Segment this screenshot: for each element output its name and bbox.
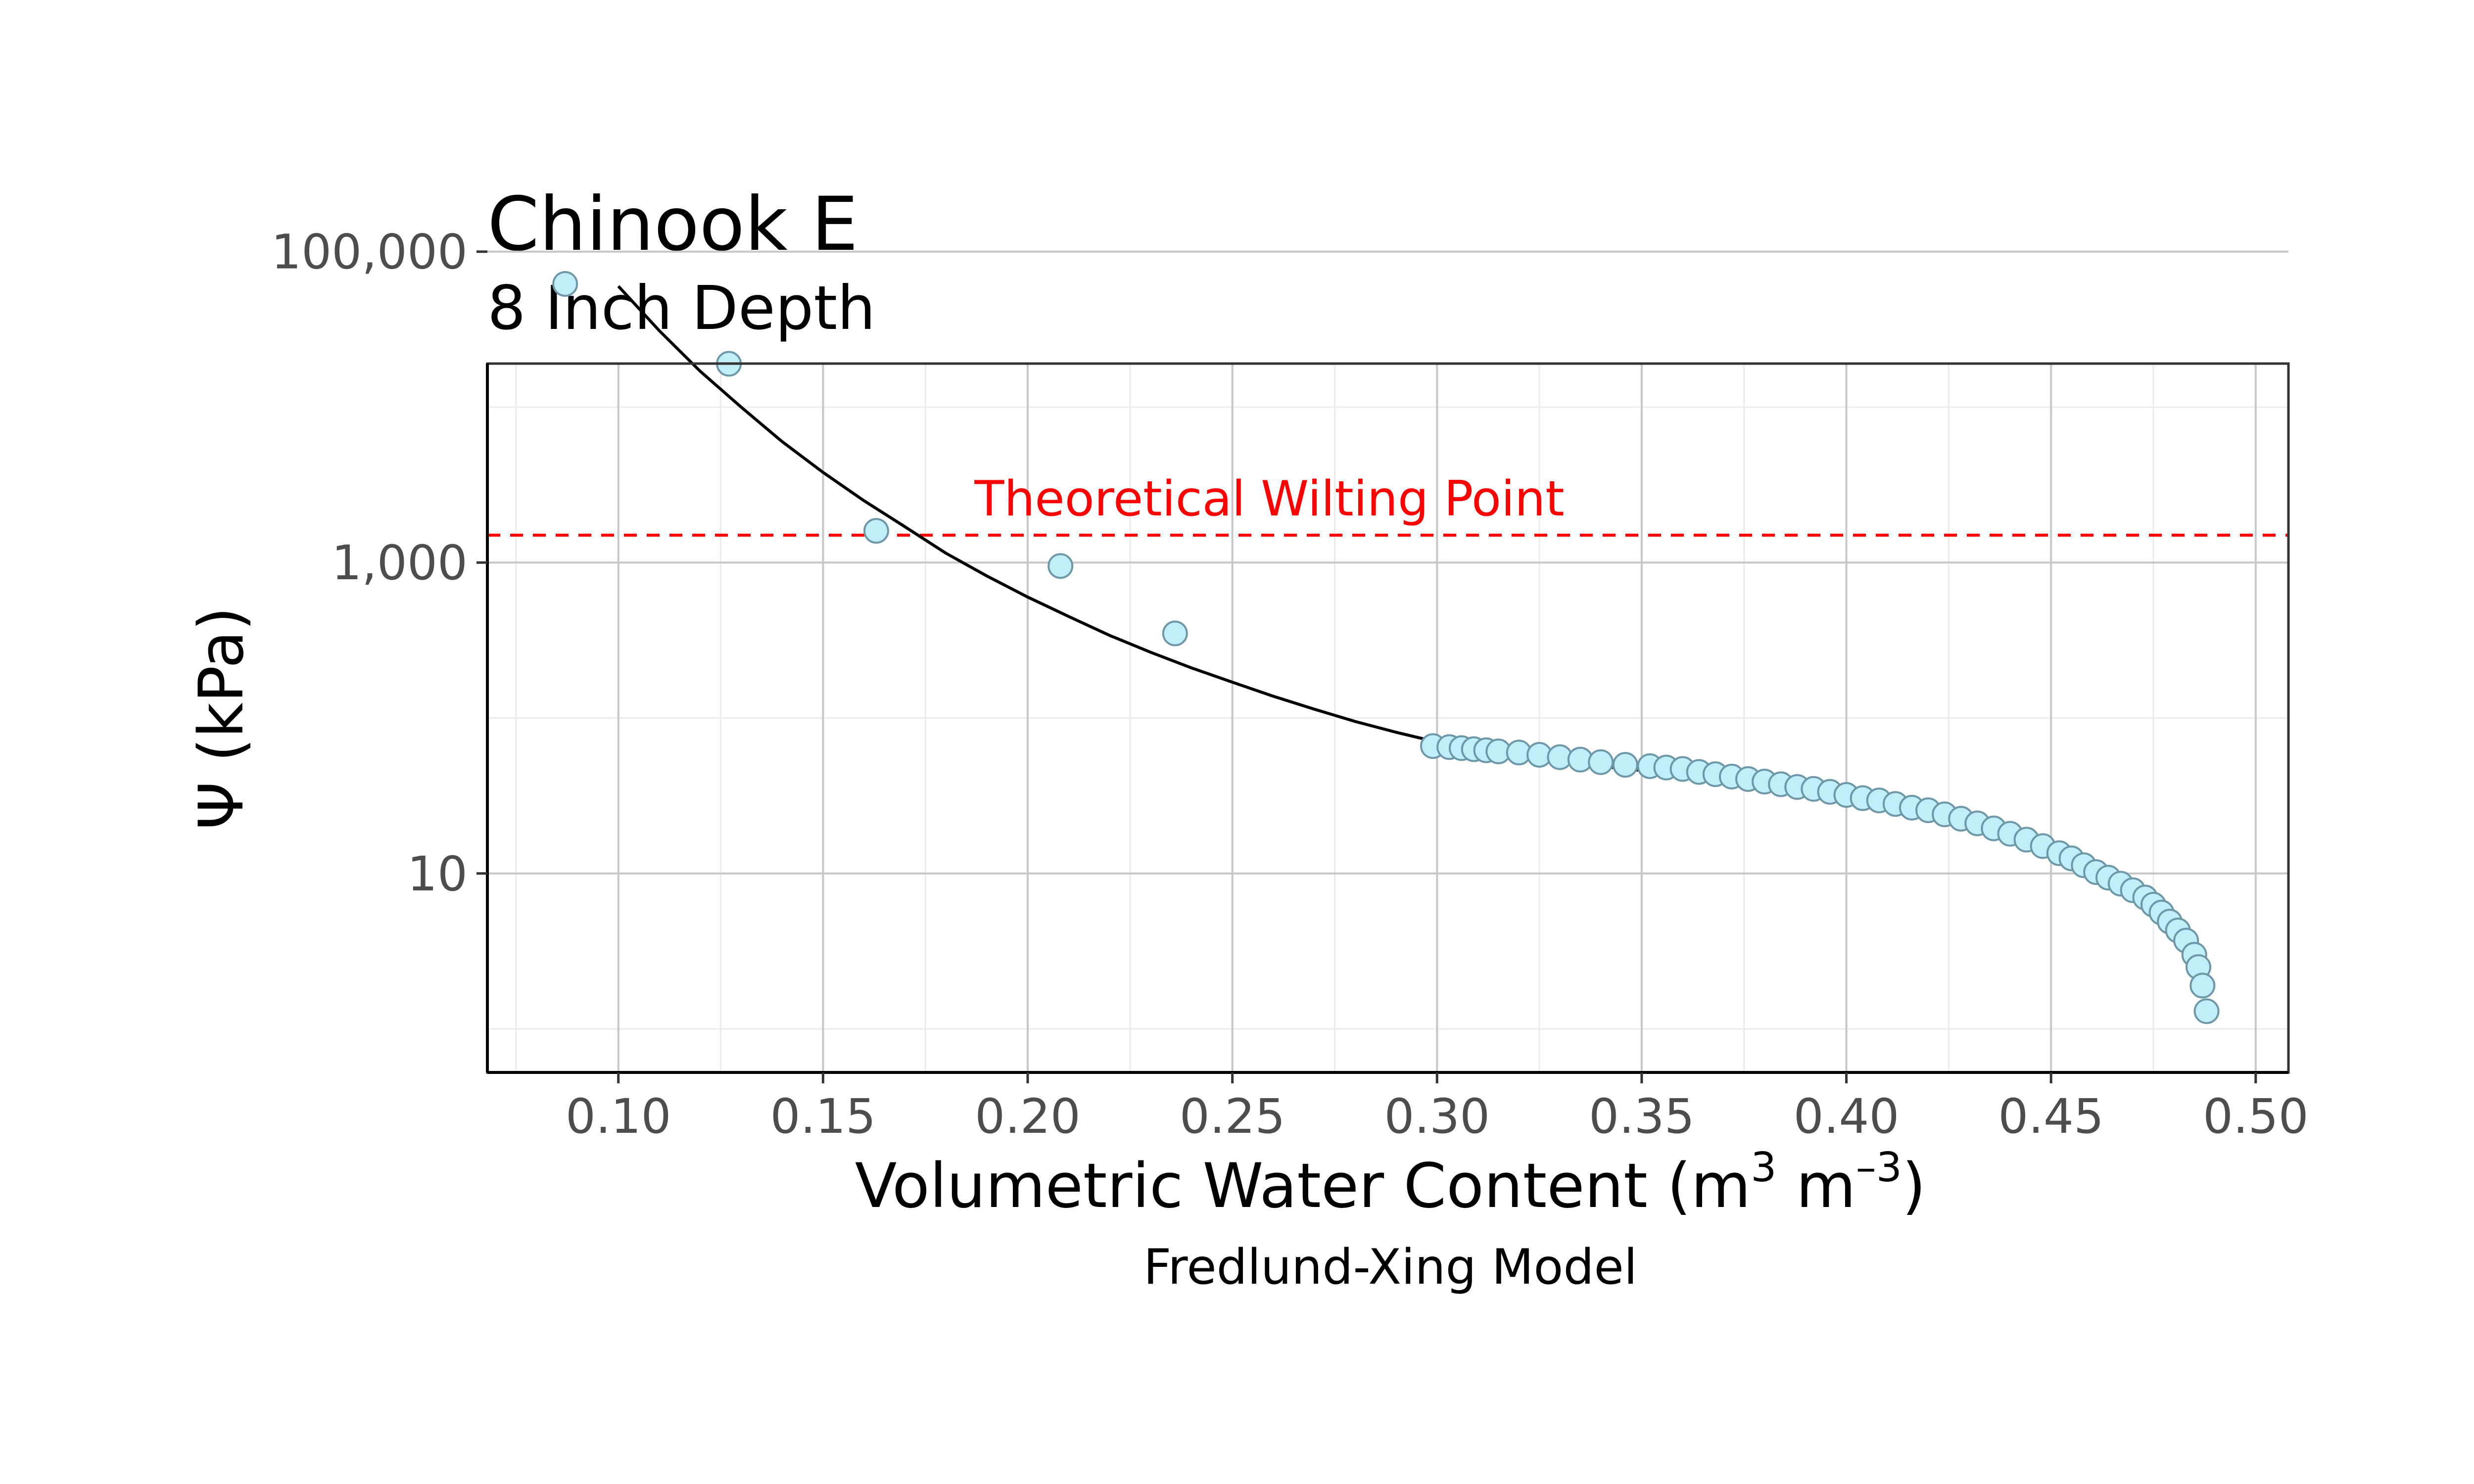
x-tick-label: 0.50 <box>2203 1089 2309 1144</box>
y-tick-label: 1,000 <box>332 535 468 591</box>
data-point <box>2189 973 2216 999</box>
axis-ticks: 0.10 0.15 0.20 0.25 0.30 0.35 0.40 0.45 0.50 10 1,… <box>271 225 2309 1144</box>
fit-curve <box>617 285 2200 998</box>
chart-caption: Fredlund-Xing Model <box>1143 1239 1637 1296</box>
reference-line-group: Theoretical Wilting Point <box>487 471 2288 537</box>
x-tick-label: 0.15 <box>770 1089 876 1144</box>
data-point <box>863 518 889 544</box>
x-tick-label: 0.20 <box>975 1089 1081 1144</box>
y-axis-label: Ψ (kPa) <box>186 607 257 830</box>
data-point <box>2193 998 2220 1024</box>
data-point <box>1047 553 1074 579</box>
data-point <box>1162 620 1188 647</box>
data-points-group <box>552 271 2220 1024</box>
x-tick-label: 0.40 <box>1794 1089 1900 1144</box>
x-axis-label: Volumetric Water Content (m3 m–3) <box>855 1144 1926 1222</box>
chart-title: Chinook E <box>487 182 858 268</box>
fit-curve-group <box>617 285 2200 998</box>
y-tick-label: 10 <box>407 846 468 902</box>
y-tick-label: 100,000 <box>271 225 468 280</box>
chart-subtitle: 8 Inch Depth <box>487 273 875 343</box>
x-tick-label: 0.35 <box>1589 1089 1695 1144</box>
x-tick-label: 0.45 <box>1998 1089 2104 1144</box>
x-tick-label: 0.25 <box>1180 1089 1285 1144</box>
grid <box>487 250 2288 1072</box>
x-tick-label: 0.10 <box>566 1089 671 1144</box>
data-point <box>552 271 578 297</box>
data-point <box>1612 752 1638 778</box>
data-point <box>1588 749 1614 775</box>
x-tick-label: 0.30 <box>1384 1089 1490 1144</box>
wilting-point-label: Theoretical Wilting Point <box>974 471 1564 527</box>
